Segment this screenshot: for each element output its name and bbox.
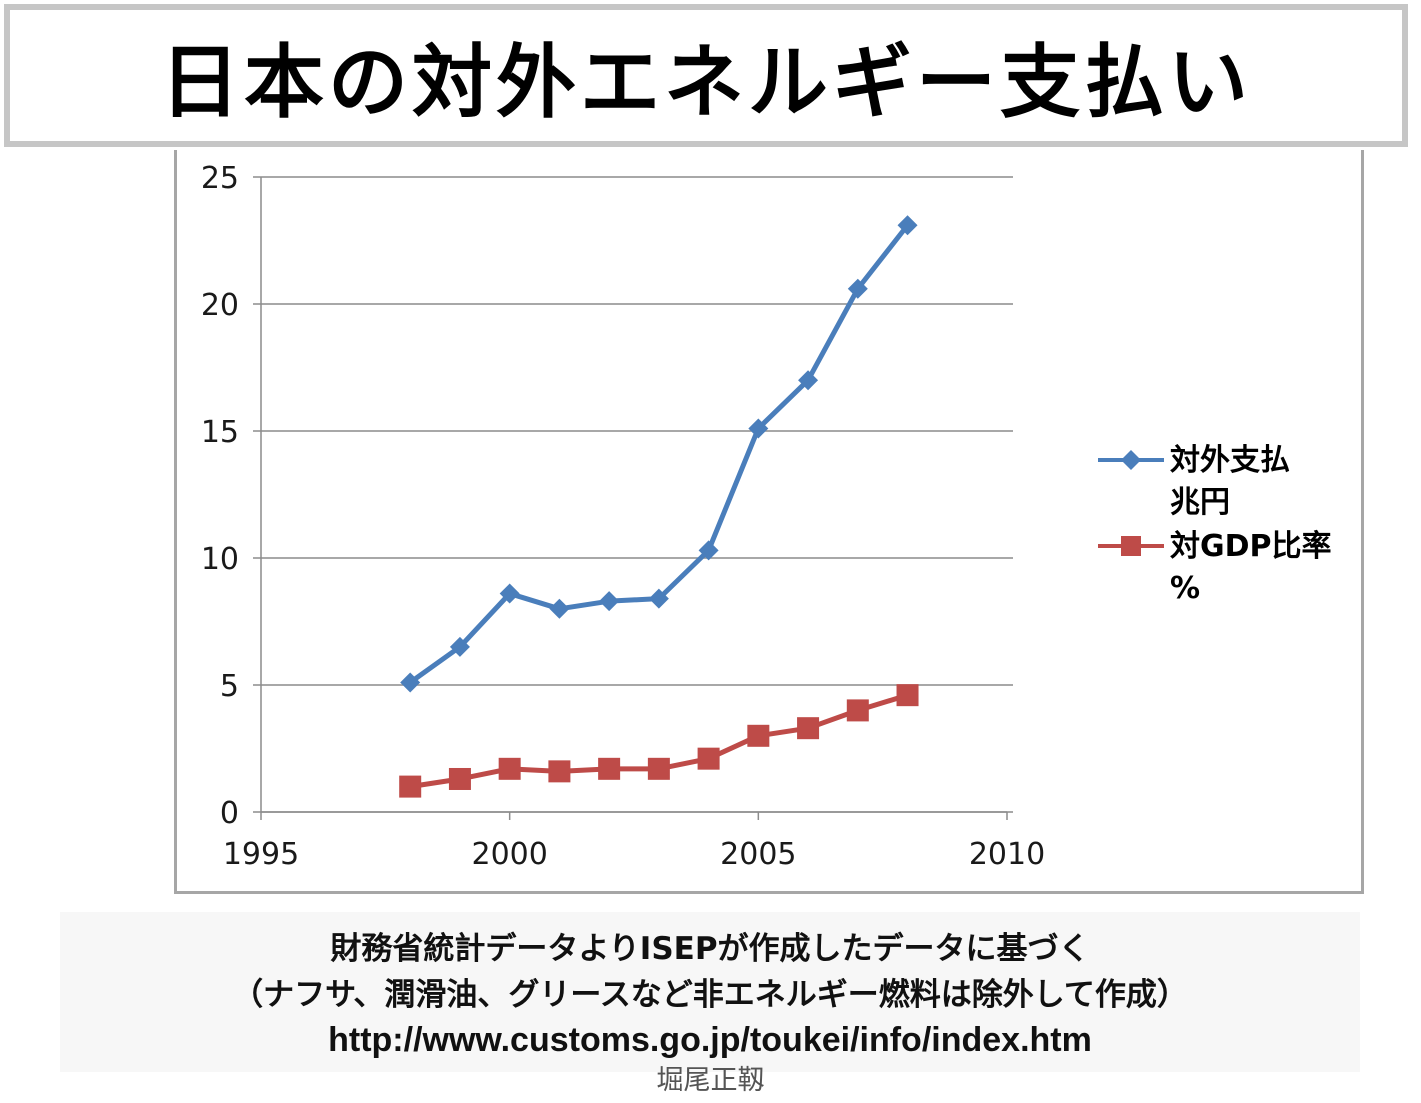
y-tick-label: 15 (201, 415, 239, 450)
line-chart: 0 5 10 15 20 25 1995 2000 2005 2010 (201, 161, 1045, 872)
legend-label-gdp-ratio-line1: 対GDP比率 (1170, 529, 1332, 564)
y-tick-label: 10 (201, 542, 239, 577)
data-point-diamond (698, 540, 719, 561)
data-point-diamond (449, 636, 470, 657)
data-point-diamond (748, 418, 769, 439)
data-point-diamond (599, 591, 620, 612)
legend-label-payment: 対外支払 兆円 (1170, 440, 1360, 524)
x-tick-label: 2010 (969, 837, 1045, 872)
data-point-diamond (549, 598, 570, 619)
legend-label-gdp-ratio: 対GDP比率 % (1170, 526, 1360, 610)
data-point-square (598, 757, 621, 780)
y-tick-label: 25 (201, 161, 239, 196)
legend-item-gdp-ratio: 対GDP比率 % (1096, 526, 1356, 612)
chart-frame: 0 5 10 15 20 25 1995 2000 2005 2010 (174, 150, 1364, 894)
x-tick-label: 2000 (471, 837, 547, 872)
data-point-diamond (499, 583, 520, 604)
y-tick-label: 20 (201, 288, 239, 323)
caption-source: 財務省統計データよりISEPが作成したデータに基づく (330, 931, 1090, 967)
data-point-diamond (400, 672, 421, 693)
data-point-square (647, 757, 670, 780)
data-point-diamond (897, 215, 918, 236)
author-name: 堀尾正靱 (656, 1065, 765, 1096)
x-tick-label: 1995 (223, 837, 299, 872)
page-title: 日本の対外エネルギー支払い (160, 35, 1252, 129)
data-point-square (399, 775, 422, 798)
legend-label-payment-line1: 対外支払 (1170, 443, 1290, 478)
x-tick-label: 2005 (720, 837, 796, 872)
data-point-square (747, 724, 770, 747)
legend-swatch-square (1098, 536, 1164, 556)
data-point-square (697, 747, 720, 770)
data-point-diamond (847, 278, 868, 299)
data-point-square (498, 757, 521, 780)
data-point-square (896, 684, 919, 707)
data-point-square (846, 699, 869, 722)
y-tick-label: 5 (220, 669, 239, 704)
data-point-square (797, 717, 820, 740)
legend-label-payment-line2: 兆円 (1170, 485, 1230, 520)
legend-swatch-diamond (1098, 450, 1164, 470)
legend-label-gdp-ratio-line2: % (1170, 571, 1201, 606)
data-point-square (548, 760, 571, 783)
caption-url: http://www.customs.go.jp/toukei/info/ind… (328, 1021, 1092, 1059)
series-line-1 (408, 223, 910, 685)
title-box: 日本の対外エネルギー支払い (4, 4, 1408, 147)
y-tick-label: 0 (220, 796, 239, 831)
legend-item-payment: 対外支払 兆円 (1096, 440, 1356, 526)
data-point-diamond (648, 588, 669, 609)
legend: 対外支払 兆円 対GDP比率 % (1096, 440, 1356, 612)
caption: 財務省統計データよりISEPが作成したデータに基づく （ナフサ、潤滑油、グリース… (60, 912, 1360, 1072)
data-point-square (448, 767, 471, 790)
data-point-diamond (798, 370, 819, 391)
caption-note: （ナフサ、潤滑油、グリースなど非エネルギー燃料は除外して作成） (232, 977, 1188, 1013)
